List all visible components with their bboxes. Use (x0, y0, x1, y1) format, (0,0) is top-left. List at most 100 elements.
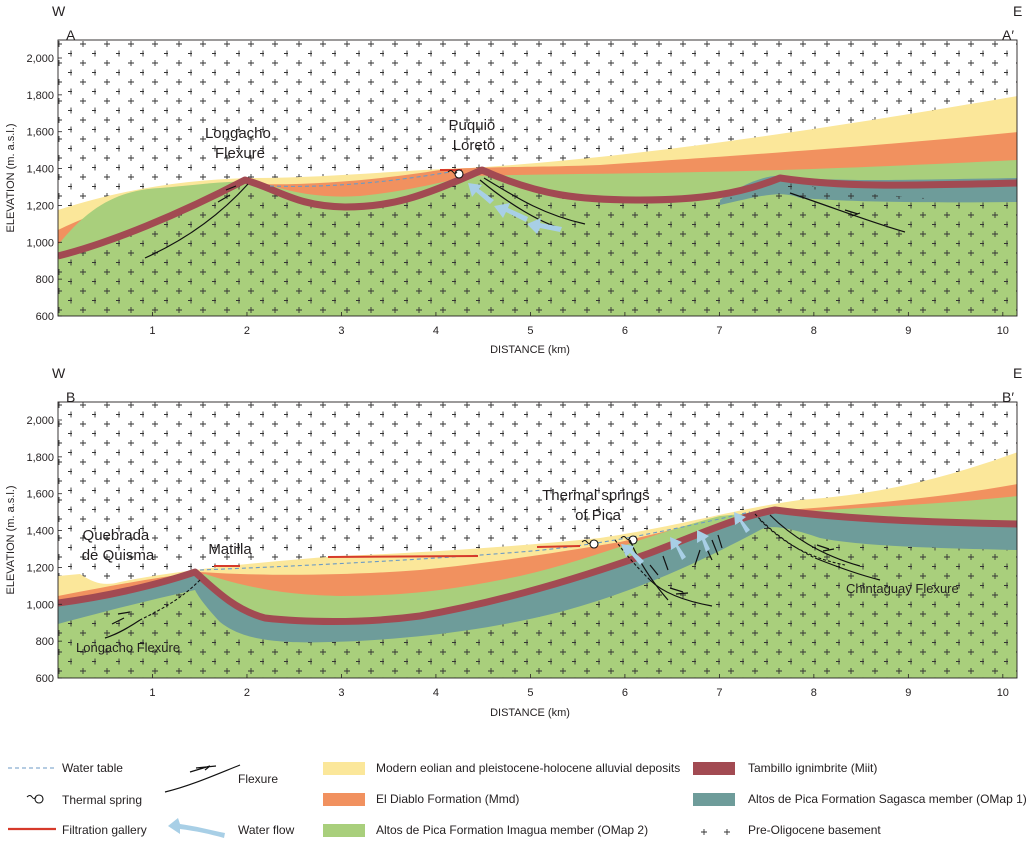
x-tick-label: 2 (244, 687, 250, 699)
section-a-fault-1 (483, 177, 586, 225)
x-tick-label: 1 (149, 687, 155, 699)
legend-basement-label: Pre-Oligocene basement (748, 823, 881, 837)
y-tick-label: 600 (36, 673, 54, 685)
section-b-west-label: W (52, 365, 66, 381)
legend-basement-icon (701, 829, 730, 835)
legend-imagua-swatch (323, 824, 365, 837)
section-a-east-label: E (1013, 3, 1022, 19)
section-b-end-label: B′ (1002, 389, 1014, 405)
legend-flexure-label: Flexure (238, 772, 278, 786)
label-quebrada-de-quisma: Quebrada de Quisma (82, 527, 155, 564)
legend-filtration-gallery-label: Filtration gallery (62, 823, 147, 837)
y-tick-label: 1,400 (26, 526, 54, 538)
legend-sagasca-label: Altos de Pica Formation Sagasca member (… (748, 792, 1027, 806)
section-a-flexure-fault (144, 183, 249, 259)
label-longacho-flexure: Longacho Flexure (205, 125, 275, 162)
legend-water-flow-label: Water flow (238, 823, 295, 837)
x-tick-label: 8 (811, 325, 817, 337)
label-quebrada-line2: de Quisma (82, 547, 155, 564)
y-tick-label: 2,000 (26, 53, 54, 65)
section-b-frame (57, 401, 1018, 679)
x-tick-label: 4 (433, 325, 439, 337)
label-chintaguay-flexure: Chintaguay Flexure (846, 581, 959, 596)
x-tick-label: 5 (527, 325, 533, 337)
section-b-chintaguay-fault-1b (814, 557, 881, 581)
section-b-chintaguay-fault-3 (759, 519, 846, 566)
x-tick-label: 8 (811, 687, 817, 699)
section-b-tambillo-layer (58, 506, 1017, 625)
label-puquio-line1: Puquio (449, 117, 496, 134)
label-longacho-line1: Longacho (205, 125, 271, 142)
x-tick-label: 10 (997, 325, 1009, 337)
section-b-water-table (199, 511, 751, 571)
section-a-tambillo-layer (58, 166, 1017, 260)
legend-diablo-swatch (323, 793, 365, 806)
section-b-x-label: DISTANCE (km) (490, 707, 570, 719)
x-tick-label: 7 (716, 325, 722, 337)
legend-flexure-icon (164, 764, 241, 793)
section-b-pica-marker-icon (669, 587, 689, 595)
section-a-end-label: A′ (1002, 27, 1014, 43)
x-tick-label: 6 (622, 325, 628, 337)
section-b-chintaguay-fault-1 (754, 513, 816, 559)
section-b-y-label: ELEVATION (m. a.s.l.) (5, 486, 17, 595)
legend-sagasca-swatch (693, 793, 735, 806)
section-b-longacho-marker-icon (111, 611, 131, 625)
section-a-flexure-marker-icon-2 (844, 209, 861, 217)
section-b-sagasca-layer (58, 512, 1017, 643)
y-tick-label: 800 (36, 274, 54, 286)
x-tick-label: 4 (433, 687, 439, 699)
section-b-longacho-fault (139, 579, 201, 621)
y-tick-label: 1,000 (26, 237, 54, 249)
y-tick-label: 600 (36, 311, 54, 323)
section-b-basement-mask (58, 527, 1017, 678)
legend-diablo-label: El Diablo Formation (Mmd) (376, 792, 519, 806)
x-tick-label: 7 (716, 687, 722, 699)
section-a-water-table (269, 171, 451, 187)
legend-thermal-spring-label: Thermal spring (62, 793, 142, 807)
section-b-axes: 2,000 1,800 1,600 1,400 1,200 1,000 800 600 1 2 3 4… (26, 415, 1008, 699)
x-tick-label: 5 (527, 687, 533, 699)
label-longacho-flexure-b: Longacho Flexure (76, 640, 180, 655)
label-quebrada-line1: Quebrada (83, 527, 150, 544)
x-tick-label: 9 (905, 325, 911, 337)
y-tick-label: 1,800 (26, 90, 54, 102)
label-puquio-loreto: Puquio Loreto (449, 117, 500, 154)
label-thermal-line2: of Pica (575, 507, 622, 524)
section-b-water-flow-arrows (621, 512, 750, 565)
y-tick-label: 1,200 (26, 562, 54, 574)
section-b-filtration-gallery-2 (536, 545, 581, 548)
legend-imagua-label: Altos de Pica Formation Imagua member (O… (376, 823, 648, 837)
section-b-chintaguay-marker-icon (816, 544, 835, 552)
section-b-start-label: B (66, 389, 75, 405)
section-b-pica-fractures (649, 534, 723, 576)
label-thermal-line1: Thermal springs (542, 487, 650, 504)
legend-tambillo-label: Tambillo ignimbrite (Miit) (748, 761, 877, 775)
section-b-pica-fault-1 (614, 539, 651, 581)
y-tick-label: 1,200 (26, 200, 54, 212)
section-a-start-label: A (66, 27, 76, 43)
section-a-axes: 2,000 1,800 1,600 1,400 1,200 1,000 800 600 1 2 3 4… (26, 53, 1008, 337)
section-a-flexure-marker-icon (217, 185, 237, 203)
label-thermal-springs-pica: Thermal springs of Pica (542, 487, 654, 524)
x-tick-label: 9 (905, 687, 911, 699)
section-b-longacho-fault-solid (104, 619, 141, 639)
x-tick-label: 6 (622, 687, 628, 699)
legend-eolian-label: Modern eolian and pleistocene-holocene a… (376, 761, 680, 775)
section-b-filtration-gallery-1 (327, 555, 479, 558)
legend: Water table Thermal spring Filtration ga… (8, 761, 1027, 838)
x-tick-label: 3 (338, 687, 344, 699)
section-b: W E B B′ Quebrada de Quisma Matilla Ther… (5, 365, 1022, 719)
section-a-basement-mask (58, 172, 1017, 316)
legend-tambillo-swatch (693, 762, 735, 775)
x-tick-label: 3 (338, 325, 344, 337)
label-matilla: Matilla (208, 541, 252, 558)
section-b-chintaguay-fault-2 (769, 514, 861, 567)
legend-eolian-swatch (323, 762, 365, 775)
y-tick-label: 1,800 (26, 452, 54, 464)
section-b-east-label: E (1013, 365, 1022, 381)
legend-water-flow-icon (168, 818, 225, 838)
section-b-thermal-spring-icon-1 (581, 539, 599, 549)
legend-thermal-spring-icon (26, 794, 44, 804)
